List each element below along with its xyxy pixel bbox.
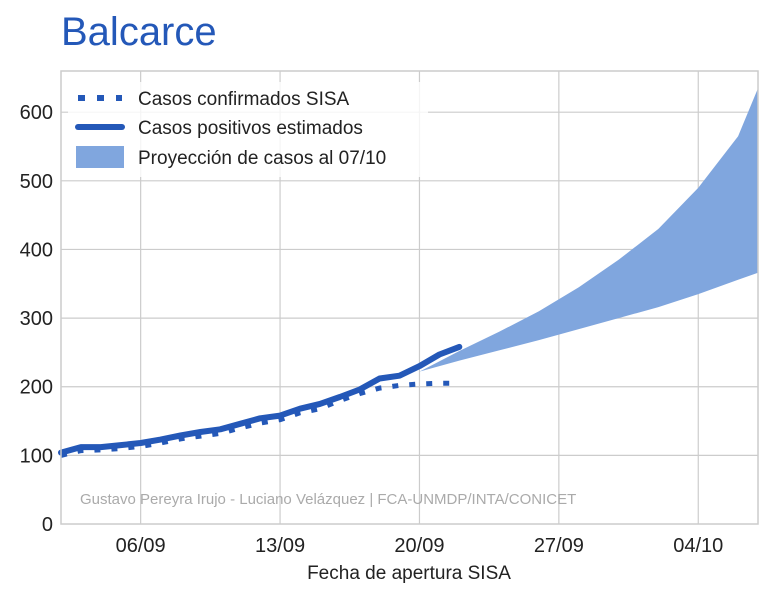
x-tick-label: 04/10 bbox=[673, 535, 723, 557]
x-tick-label: 06/09 bbox=[116, 535, 166, 557]
legend-label-projection: Proyección de casos al 07/10 bbox=[138, 148, 386, 169]
y-tick-label: 500 bbox=[20, 171, 53, 193]
y-tick-label: 200 bbox=[20, 377, 53, 399]
chart-title: Balcarce bbox=[61, 10, 217, 54]
legend-label-estimated: Casos positivos estimados bbox=[138, 118, 363, 139]
y-tick-label: 100 bbox=[20, 445, 53, 467]
series-line-estimated bbox=[58, 343, 463, 456]
x-tick-label: 27/09 bbox=[534, 535, 584, 557]
axis-layer: 0 100 200 300 400 500 600 06/09 13/09 20/09 27/09 0… bbox=[20, 70, 759, 557]
y-tick-label: 600 bbox=[20, 102, 53, 124]
series-line-confirmed bbox=[60, 380, 460, 458]
x-tick-label: 20/09 bbox=[394, 535, 444, 557]
plot-frame bbox=[60, 70, 759, 525]
y-tick-label: 300 bbox=[20, 308, 53, 330]
projection-band-layer bbox=[419, 88, 758, 372]
y-tick-label: 400 bbox=[20, 239, 53, 261]
series-layer bbox=[58, 343, 463, 458]
x-axis-label: Fecha de apertura SISA bbox=[307, 563, 511, 584]
x-tick-label: 13/09 bbox=[255, 535, 305, 557]
legend-label-confirmed: Casos confirmados SISA bbox=[138, 89, 350, 110]
credit-annotation: Gustavo Pereyra Irujo - Luciano Velázque… bbox=[80, 491, 576, 508]
legend: Casos confirmados SISA Casos positivos e… bbox=[68, 82, 428, 177]
legend-background bbox=[68, 82, 428, 177]
y-tick-label: 0 bbox=[42, 514, 53, 536]
legend-swatch-projection bbox=[76, 146, 124, 168]
projection-band bbox=[419, 88, 758, 372]
